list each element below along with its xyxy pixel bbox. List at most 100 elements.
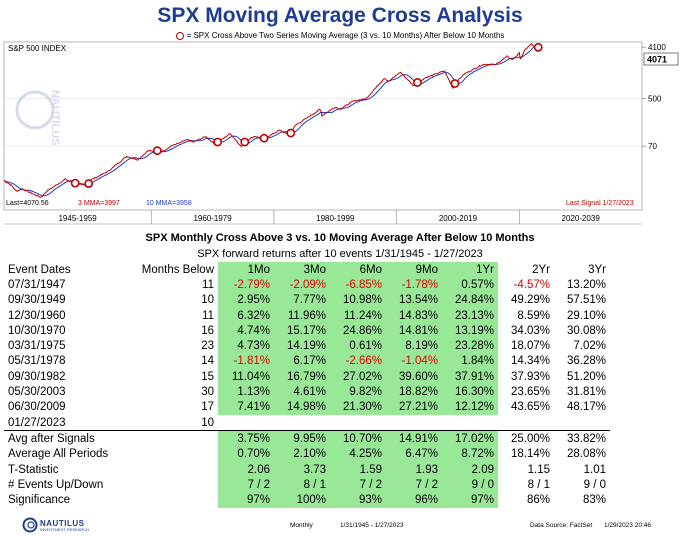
table-cell: -2.09% <box>274 277 330 293</box>
table-cell: T-Statistic <box>8 463 59 476</box>
table-cell: 24.86% <box>330 323 386 339</box>
chart-title: SPX Moving Average Cross Analysis <box>157 4 523 27</box>
table-cell: 39.60% <box>386 369 442 385</box>
table-cell: 49.29% <box>510 294 550 307</box>
table-header-cell: 1Yr <box>442 262 498 278</box>
table-cell: 14.81% <box>386 323 442 339</box>
summary-row: Average All Periods 0.70% 2.10% 4.25% 6.47% 8… <box>4 446 610 462</box>
table-cell: 7.41% <box>218 399 274 415</box>
table-cell: 15 <box>201 370 214 383</box>
table-cell: 24.84% <box>442 292 498 308</box>
table-cell: 2.95% <box>218 292 274 308</box>
table-header-cell: 2Yr <box>532 263 550 276</box>
nautilus-logo-icon <box>22 517 38 533</box>
price-chart: 1945-1959 1960-1979 1980-1999 2000-2019 2020… <box>3 41 679 225</box>
table-cell: 30.08% <box>566 324 606 337</box>
table-row: 05/31/1978 14 -1.81% 6.17% -2.66% -1.04% 1.84%… <box>4 353 610 370</box>
table-cell: 12.12% <box>442 399 498 415</box>
table-cell <box>218 415 274 431</box>
table-cell: 23.65% <box>510 386 550 399</box>
table-cell: 11 <box>202 278 214 291</box>
table-cell: 05/31/1978 <box>8 355 66 368</box>
moving-average-line <box>3 46 538 197</box>
table-cell: 27.02% <box>330 369 386 385</box>
last-signal-text: Last Signal 1/27/2023 <box>566 200 634 207</box>
plot-frame <box>3 41 643 211</box>
table-cell: 9 / 0 <box>442 477 498 493</box>
y-tick-label: 4100 <box>648 43 666 52</box>
summary-row: Significance 97% 100% 93% 96% 97% 86% 83% <box>4 492 610 508</box>
table-cell: # Events Up/Down <box>8 478 104 491</box>
table-cell: 93% <box>330 492 386 508</box>
table-cell <box>114 430 218 447</box>
table-row: 05/30/2003 30 1.13% 4.61% 9.82% 18.82% 16.30% 2… <box>4 384 610 400</box>
table-cell: 14.91% <box>386 430 442 447</box>
table-cell: 37.93% <box>510 370 550 383</box>
table-cell: 09/30/1949 <box>8 294 66 307</box>
table-subtitle: SPX Monthly Cross Above 3 vs. 10 Moving … <box>145 232 535 244</box>
panel-label: S&P 500 INDEX <box>8 44 67 53</box>
x-tick-label: 2000-2019 <box>439 214 478 223</box>
y-tick-label: 500 <box>648 94 662 103</box>
table-row: 10/30/1970 16 4.74% 15.17% 24.86% 14.81% 13.19… <box>4 323 610 339</box>
table-cell: 3.73 <box>274 461 330 478</box>
mma10-text: 10 MMA=3958 <box>146 200 192 207</box>
table-cell: 7 / 2 <box>330 477 386 493</box>
table-cell: 37.91% <box>442 369 498 385</box>
price-line <box>3 43 539 198</box>
table-header-cell: 3Mo <box>274 262 330 278</box>
table-subtitle-range: SPX forward returns after 10 events 1/31… <box>197 248 483 260</box>
table-cell: -2.79% <box>218 277 274 293</box>
table-cell: 31.81% <box>566 386 606 399</box>
table-cell: 27.21% <box>386 399 442 415</box>
table-cell: 13.54% <box>386 292 442 308</box>
table-row: 01/27/2023 10 <box>4 415 610 431</box>
table-header-cell: 3Yr <box>588 263 606 276</box>
mma3-text: 3 MMA=3997 <box>78 200 120 207</box>
table-cell: 43.65% <box>510 401 550 414</box>
table-cell: 2.09 <box>442 461 498 478</box>
table-cell: 57.51% <box>566 294 606 307</box>
table-cell: 36.28% <box>566 355 606 368</box>
signal-marker <box>70 178 80 188</box>
x-tick-label: 2020-2039 <box>562 214 601 223</box>
table-cell: 86% <box>526 494 550 507</box>
table-cell: 16.30% <box>442 384 498 400</box>
table-cell: -4.57% <box>513 278 550 291</box>
footer-logo: NAUTILUS <box>40 519 85 528</box>
table-cell: 18.07% <box>510 340 550 353</box>
table-cell: 23 <box>201 340 214 353</box>
table-cell: 8.19% <box>386 338 442 354</box>
table-cell: 1.93 <box>386 461 442 478</box>
chart-legend: = SPX Cross Above Two Series Moving Aver… <box>0 31 680 40</box>
table-row: 09/30/1982 15 11.04% 16.79% 27.02% 39.60% 37.9… <box>4 369 610 385</box>
table-cell: 6.17% <box>274 353 330 370</box>
signal-marker <box>213 137 223 147</box>
table-cell: 29.10% <box>566 309 606 322</box>
footer-periodicity: Monthly <box>290 522 313 529</box>
table-cell: -1.04% <box>386 353 442 370</box>
table-cell: -2.66% <box>330 353 386 370</box>
table-cell: 17 <box>201 401 214 414</box>
table-cell: -1.78% <box>386 277 442 293</box>
table-cell: 13.19% <box>442 323 498 339</box>
table-cell: 2.06 <box>218 461 274 478</box>
table-cell: 48.17% <box>566 401 606 414</box>
table-cell: 9 / 0 <box>583 478 606 491</box>
table-cell: 4.25% <box>330 446 386 462</box>
table-cell: 0.61% <box>330 338 386 354</box>
table-header-cell: 1Mo <box>218 262 274 278</box>
signal-marker <box>450 79 460 88</box>
x-tick-label: 1945-1959 <box>58 214 97 223</box>
last-value-text: 4071 <box>647 55 667 65</box>
table-cell: 2.10% <box>274 446 330 462</box>
table-cell: 21.30% <box>330 399 386 415</box>
signal-marker <box>413 78 422 87</box>
returns-table: Event Dates Months Below 1Mo 3Mo 6Mo 9Mo 1Yr 2Y… <box>4 262 610 508</box>
signal-marker <box>286 128 296 138</box>
table-cell: 97% <box>218 492 274 508</box>
table-cell: 33.82% <box>554 430 610 447</box>
table-cell: 11.96% <box>274 307 330 324</box>
table-cell: 05/30/2003 <box>8 386 66 399</box>
table-cell: 18.14% <box>510 448 550 461</box>
